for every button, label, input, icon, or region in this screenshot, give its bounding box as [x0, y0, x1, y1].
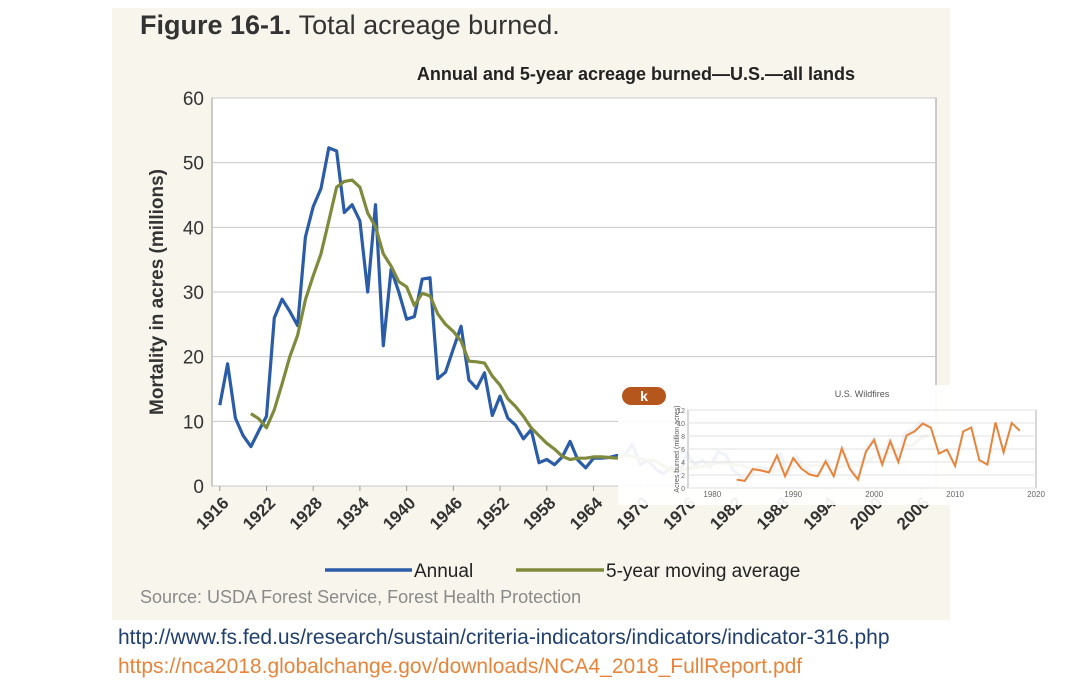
inset-y-tick-label: 12: [677, 408, 685, 415]
inset-y-tick-label: 2: [681, 473, 685, 480]
fs-link[interactable]: http://www.fs.fed.us/research/sustain/cr…: [118, 626, 890, 649]
y-tick-label: 40: [183, 218, 204, 239]
inset-acres-series-line: [736, 421, 1021, 482]
k-badge: k: [622, 387, 666, 405]
y-tick-label: 30: [183, 283, 204, 304]
figure-title: Figure 16-1. Total acreage burned.: [140, 10, 560, 41]
y-tick-label: 60: [183, 89, 204, 110]
inset-y-tick-label: 4: [681, 460, 685, 467]
chart-title: Annual and 5-year acreage burned—U.S.—al…: [417, 64, 855, 84]
source-note: Source: USDA Forest Service, Forest Heal…: [140, 587, 582, 607]
inset-title: U.S. Wildfires: [835, 389, 890, 399]
inset-x-tick-label: 2000: [865, 490, 883, 499]
y-tick-label: 50: [183, 154, 204, 175]
y-axis-label: Mortality in acres (millions): [147, 169, 168, 415]
inset-y-tick-label: 6: [681, 447, 685, 454]
legend-label-annual: Annual: [414, 561, 473, 582]
figure-caption: Total acreage burned.: [298, 10, 560, 40]
y-tick-label: 20: [183, 348, 204, 369]
nca-link[interactable]: https://nca2018.globalchange.gov/downloa…: [118, 655, 803, 678]
inset-y-tick-label: 10: [677, 421, 685, 428]
inset-x-tick-label: 2020: [1027, 490, 1045, 499]
legend-label-moving-average: 5-year moving average: [606, 561, 800, 582]
inset-x-tick-label: 1980: [703, 490, 721, 499]
inset-x-tick-label: 1990: [784, 490, 802, 499]
y-tick-label: 10: [183, 412, 204, 433]
inset-y-tick-label: 8: [681, 434, 685, 441]
inset-x-tick-label: 2010: [946, 490, 964, 499]
inset-y-tick-label: 0: [681, 486, 685, 493]
figure-label: Figure 16-1.: [140, 10, 292, 40]
y-tick-label: 0: [193, 477, 204, 498]
inset-y-axis-label: Acres burned (million acres): [674, 405, 681, 492]
